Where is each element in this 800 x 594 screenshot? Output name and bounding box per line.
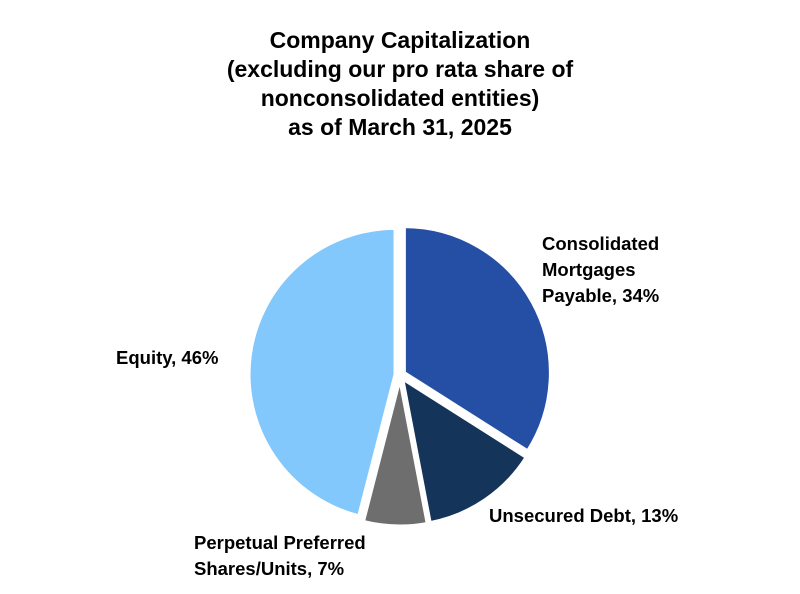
chart-title-line-1: Company Capitalization <box>269 27 531 53</box>
label-unsecured-debt: Unsecured Debt, 13% <box>489 505 679 526</box>
label-equity: Equity, 46% <box>116 347 219 368</box>
slice-consolidated-mortgages <box>402 225 552 453</box>
slice-equity <box>247 226 397 518</box>
label-line: Shares/Units, 7% <box>194 558 345 579</box>
label-line: Mortgages <box>542 259 636 280</box>
label-line: Perpetual Preferred <box>194 532 366 553</box>
chart-title-line-3: nonconsolidated entities) <box>260 85 540 111</box>
label-line: Payable, 34% <box>542 285 660 306</box>
label-line: Consolidated <box>542 233 660 254</box>
chart-title-line-4: as of March 31, 2025 <box>288 114 512 140</box>
slice-unsecured-debt <box>401 377 528 525</box>
chart-title: Company Capitalization (excluding our pr… <box>0 26 800 142</box>
chart-title-line-2: (excluding our pro rata share of <box>226 56 574 82</box>
slice-perpetual-preferred <box>362 378 429 528</box>
label-consolidated-mortgages: Consolidated Mortgages Payable, 34% <box>542 231 659 309</box>
label-perpetual-preferred: Perpetual Preferred Shares/Units, 7% <box>194 530 366 582</box>
